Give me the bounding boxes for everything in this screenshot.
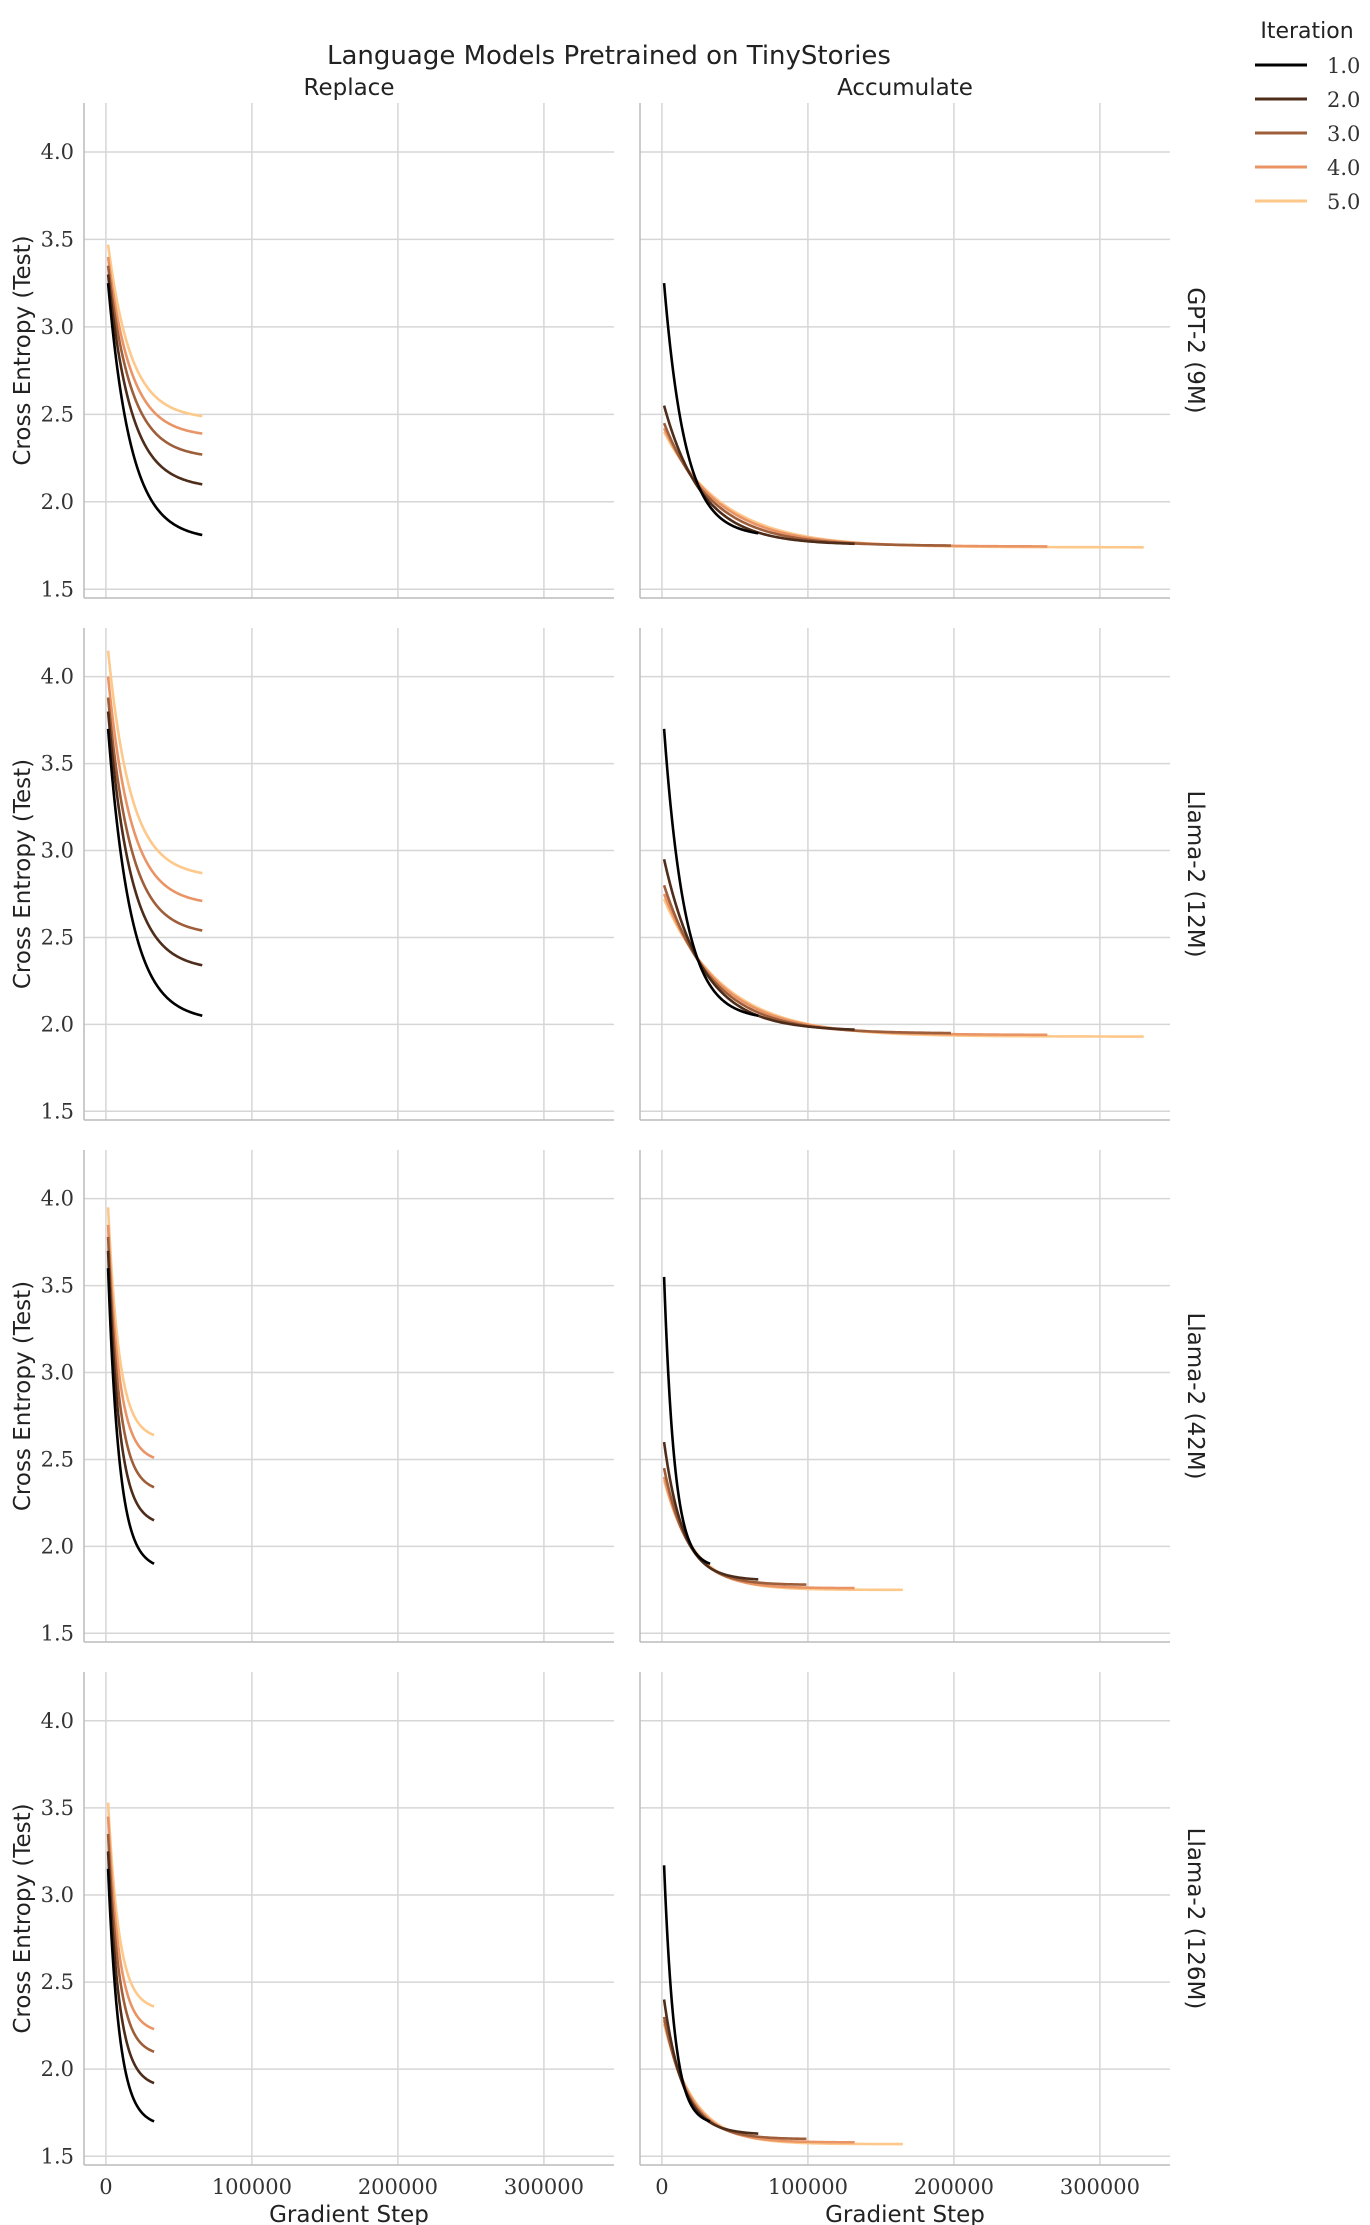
series-line-iteration-5.0 (106, 649, 203, 875)
y-tick-label: 1.5 (41, 2144, 74, 2168)
legend-title: Iteration (1260, 19, 1353, 44)
row-label: Llama-2 (126M) (1182, 1828, 1208, 2010)
series-line-iteration-4.0 (662, 1475, 855, 1590)
y-tick-label: 2.0 (41, 2057, 74, 2081)
y-tick-label: 2.0 (41, 1012, 74, 1036)
facet-panels: 1.5 2.0 2.5 3.0 3.5 4.0 Cross Entropy (Test) Re… (10, 75, 1208, 2225)
y-tick-label: 1.5 (41, 577, 74, 601)
y-tick-label: 2.0 (41, 1534, 74, 1558)
y-axis-label: Cross Entropy (Test) (10, 1281, 36, 1511)
x-tick-label: 200000 (358, 2175, 438, 2199)
y-tick-label: 4.0 (41, 1187, 74, 1211)
series-line-iteration-1.0 (106, 727, 203, 1017)
y-tick-label: 3.5 (41, 1274, 74, 1298)
y-axis-label: Cross Entropy (Test) (10, 759, 36, 989)
series-line-iteration-5.0 (662, 430, 1144, 549)
y-tick-label: 3.0 (41, 315, 74, 339)
x-tick-label: 300000 (1060, 2175, 1140, 2199)
y-tick-label: 2.5 (41, 925, 74, 949)
y-tick-label: 2.5 (41, 402, 74, 426)
series-line-iteration-1.0 (106, 1867, 155, 2123)
panel-3-1: 0 100000 200000 300000 Gradient Step Llama-2 … (639, 1672, 1208, 2225)
legend-entry: 1.0 (1327, 54, 1360, 78)
y-tick-label: 2.5 (41, 1970, 74, 1994)
x-axis-label: Gradient Step (825, 2202, 985, 2225)
series-line-iteration-3.0 (106, 264, 203, 456)
series-line-iteration-5.0 (662, 1479, 903, 1592)
series-line-iteration-2.0 (662, 404, 855, 546)
x-tick-label: 300000 (504, 2175, 584, 2199)
series-line-iteration-4.0 (662, 2019, 855, 2144)
y-tick-label: 3.0 (41, 839, 74, 863)
panel-2-0: 1.5 2.0 2.5 3.0 3.5 4.0 Cross Entropy (Test) (10, 1150, 614, 1645)
panel-1-1: Llama-2 (12M) (639, 628, 1208, 1121)
y-tick-label: 3.5 (41, 227, 74, 251)
y-tick-label: 1.5 (41, 1621, 74, 1645)
y-tick-label: 4.0 (41, 140, 74, 164)
y-tick-label: 2.0 (41, 490, 74, 514)
y-tick-label: 4.0 (41, 1709, 74, 1733)
series-line-iteration-2.0 (106, 1249, 155, 1522)
series-line-iteration-2.0 (662, 1998, 759, 2135)
legend-entry: 5.0 (1327, 190, 1360, 214)
x-axis-label: Gradient Step (269, 2202, 429, 2225)
series-line-iteration-4.0 (662, 893, 1048, 1037)
legend: Iteration 1.0 2.0 3.0 4.0 5.0 (1255, 19, 1360, 214)
x-tick-label: 100000 (768, 2175, 848, 2199)
series-line-iteration-2.0 (662, 858, 855, 1031)
x-tick-label: 200000 (914, 2175, 994, 2199)
row-label: Llama-2 (12M) (1182, 790, 1208, 957)
series-line-iteration-1.0 (662, 282, 759, 535)
panel-3-0: 1.5 2.0 2.5 3.0 3.5 4.0 Cross Entropy (Test) 0 1… (10, 1672, 614, 2225)
panel-0-1: Accumulate GPT-2 (9M) (639, 75, 1208, 599)
y-tick-label: 3.5 (41, 752, 74, 776)
series-line-iteration-1.0 (106, 1267, 155, 1565)
column-title: Replace (304, 75, 395, 101)
series-line-iteration-4.0 (662, 427, 1048, 548)
series-line-iteration-3.0 (662, 422, 952, 547)
series-line-iteration-5.0 (662, 2022, 903, 2146)
y-axis-label: Cross Entropy (Test) (10, 235, 36, 465)
series-line-iteration-1.0 (662, 728, 759, 1017)
series-line-iteration-1.0 (662, 1276, 711, 1565)
series-line-iteration-2.0 (662, 1441, 759, 1581)
series-line-iteration-3.0 (106, 1833, 155, 2053)
series-line-iteration-1.0 (106, 282, 203, 537)
series-line-iteration-3.0 (662, 884, 952, 1035)
series-line-iteration-3.0 (662, 2015, 807, 2141)
y-tick-label: 3.0 (41, 1361, 74, 1385)
legend-entry: 2.0 (1327, 88, 1360, 112)
series-line-iteration-5.0 (662, 898, 1144, 1038)
legend-entry: 4.0 (1327, 156, 1360, 180)
x-tick-label: 0 (655, 2175, 668, 2199)
y-tick-label: 3.5 (41, 1796, 74, 1820)
y-tick-label: 3.0 (41, 1883, 74, 1907)
series-line-iteration-2.0 (106, 273, 203, 486)
x-tick-label: 0 (99, 2175, 112, 2199)
legend-entry: 3.0 (1327, 122, 1360, 146)
y-tick-label: 2.5 (41, 1447, 74, 1471)
panel-1-0: 1.5 2.0 2.5 3.0 3.5 4.0 Cross Entropy (Test) (10, 628, 614, 1123)
series-line-iteration-4.0 (106, 255, 203, 435)
series-line-iteration-5.0 (106, 243, 203, 418)
row-label: GPT-2 (9M) (1182, 287, 1208, 413)
row-label: Llama-2 (42M) (1182, 1312, 1208, 1479)
panel-0-0: 1.5 2.0 2.5 3.0 3.5 4.0 Cross Entropy (Test) Re… (10, 75, 614, 601)
series-line-iteration-3.0 (106, 696, 203, 932)
series-line-iteration-2.0 (106, 710, 203, 967)
x-tick-label: 100000 (212, 2175, 292, 2199)
series-line-iteration-4.0 (106, 675, 203, 903)
y-tick-label: 1.5 (41, 1099, 74, 1123)
y-axis-label: Cross Entropy (Test) (10, 1803, 36, 2033)
chart-title: Language Models Pretrained on TinyStorie… (327, 41, 891, 71)
panel-2-1: Llama-2 (42M) (639, 1150, 1208, 1643)
series-line-iteration-1.0 (662, 1864, 711, 2123)
column-title: Accumulate (837, 75, 973, 101)
y-tick-label: 4.0 (41, 665, 74, 689)
